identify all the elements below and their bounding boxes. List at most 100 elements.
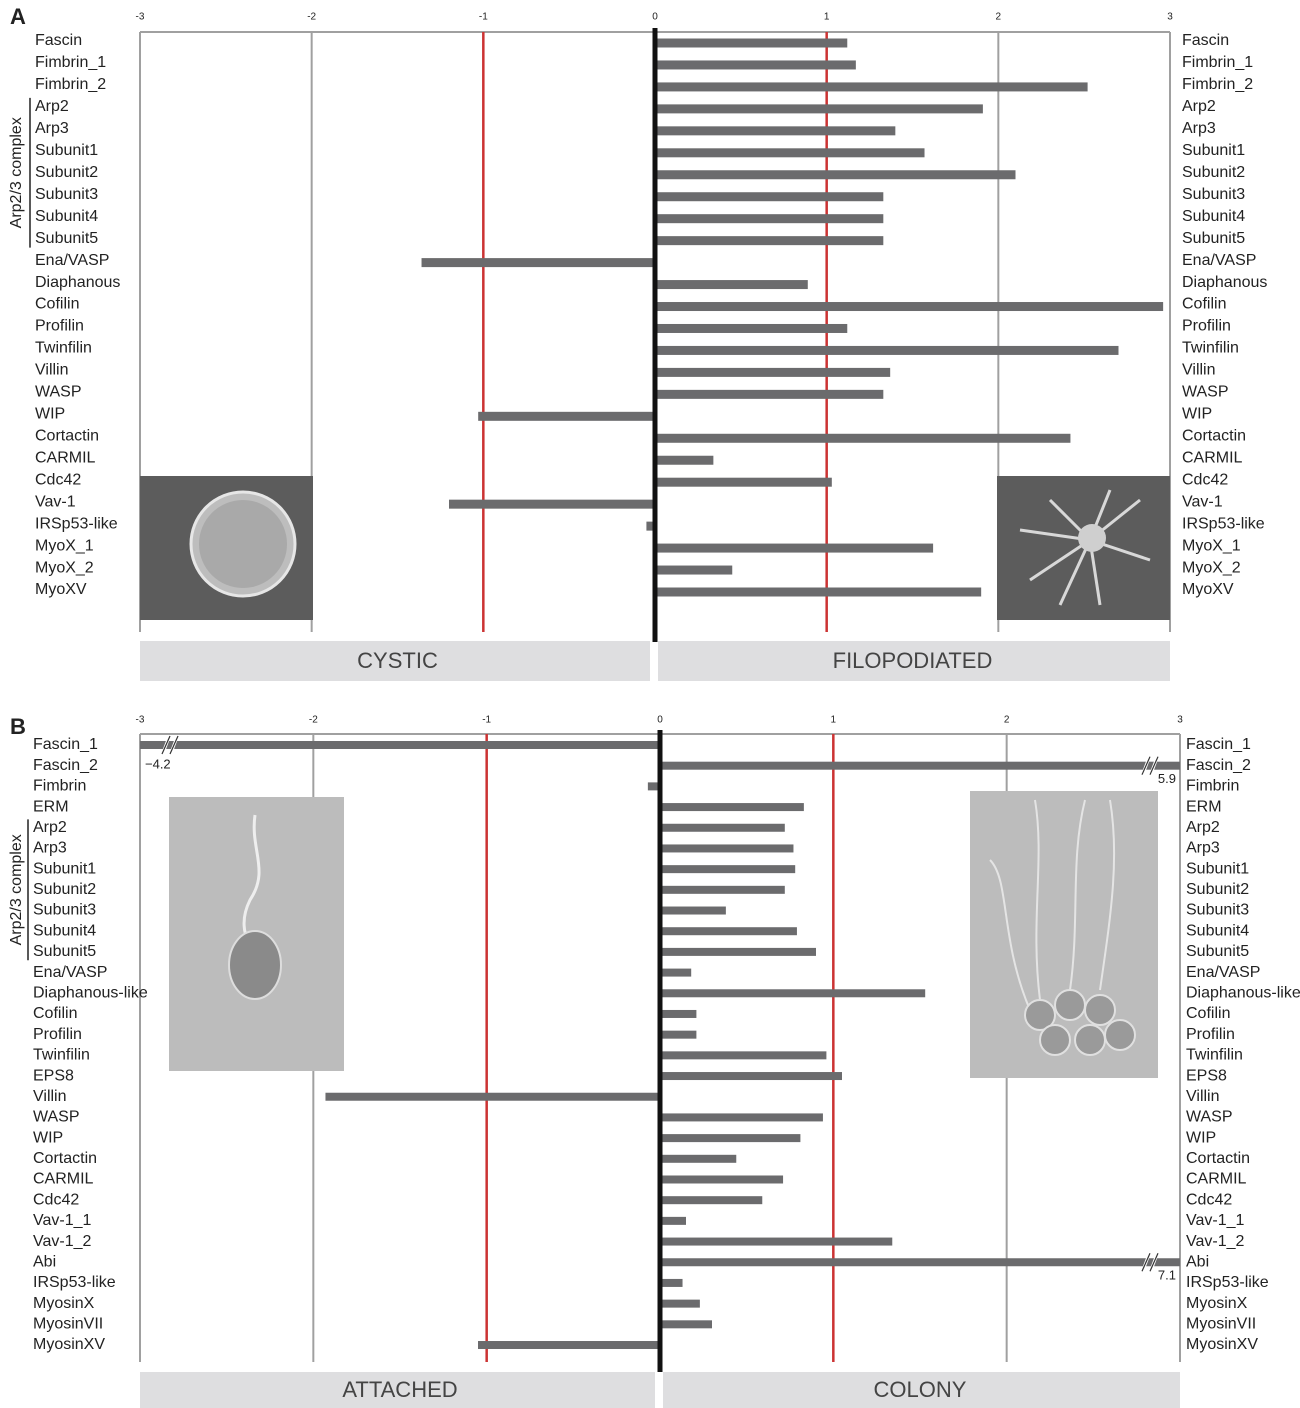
category-label: Vav-1_1 — [1186, 1212, 1245, 1229]
x-tick-label: 3 — [1177, 715, 1183, 726]
category-label: Arp3 — [1186, 840, 1220, 857]
category-label: Vav-1 — [1182, 493, 1223, 510]
bar — [660, 803, 804, 812]
bar — [660, 865, 796, 874]
category-label: Vav-1_1 — [33, 1212, 92, 1229]
x-tick-label: -1 — [479, 12, 488, 23]
category-label: Subunit5 — [35, 230, 98, 247]
group-label: Arp2/3 complex — [8, 117, 25, 228]
category-label: Cortactin — [1186, 1150, 1250, 1167]
category-label: Fascin_1 — [33, 736, 98, 753]
bar — [655, 236, 884, 246]
category-label: Cortactin — [35, 427, 99, 444]
category-label: MyosinVII — [33, 1316, 103, 1333]
category-label: Ena/VASP — [1182, 252, 1256, 269]
photo-colony — [970, 791, 1158, 1078]
category-label: IRSp53-like — [1182, 515, 1265, 532]
condition-label: FILOPODIATED — [833, 648, 993, 673]
x-tick-label: 3 — [1167, 12, 1173, 23]
bar — [646, 521, 655, 531]
category-label: Subunit3 — [1182, 186, 1245, 203]
category-label: Cdc42 — [1186, 1191, 1232, 1208]
condition-label: CYSTIC — [357, 648, 438, 673]
category-label: Subunit4 — [33, 922, 96, 939]
bar — [655, 38, 848, 48]
value-label: 7.1 — [1158, 1268, 1176, 1283]
bar — [655, 455, 714, 465]
bar — [655, 214, 884, 224]
x-tick-label: 1 — [831, 715, 837, 726]
category-label: Subunit3 — [1186, 902, 1249, 919]
bar — [647, 782, 660, 791]
condition-label: COLONY — [874, 1377, 967, 1402]
bar — [660, 1134, 801, 1143]
bar — [655, 302, 1164, 312]
category-label: Subunit3 — [35, 186, 98, 203]
category-label: Vav-1_2 — [33, 1233, 92, 1250]
category-label: MyosinXV — [1186, 1336, 1258, 1353]
bar — [478, 1341, 660, 1350]
category-label: Cortactin — [1182, 427, 1246, 444]
category-label: MyoX_2 — [35, 559, 94, 576]
condition-band — [663, 1372, 1180, 1408]
condition-label: ATTACHED — [342, 1377, 457, 1402]
photo-attached — [169, 797, 344, 1071]
category-label: Cofilin — [1186, 1005, 1230, 1022]
category-label: Subunit2 — [33, 881, 96, 898]
category-label: Fimbrin — [1186, 778, 1239, 795]
category-label: Twinfilin — [1182, 340, 1239, 357]
category-label: WIP — [35, 406, 65, 423]
bar — [655, 104, 983, 114]
category-label: Profilin — [33, 1026, 82, 1043]
category-label: Subunit4 — [1182, 208, 1245, 225]
group-label: Arp2/3 complex — [8, 834, 25, 945]
category-label: Diaphanous — [1182, 274, 1267, 291]
bar — [660, 761, 1180, 770]
bar — [660, 823, 785, 832]
bar — [660, 1320, 712, 1329]
condition-band — [140, 1372, 655, 1408]
category-label: Arp2 — [1186, 819, 1220, 836]
bar — [655, 280, 808, 290]
x-tick-label: 0 — [657, 715, 663, 726]
x-tick-label: 1 — [824, 12, 830, 23]
category-label: Fascin_1 — [1186, 736, 1251, 753]
bar — [655, 587, 982, 597]
category-label: Villin — [33, 1088, 67, 1105]
category-label: Arp2 — [35, 98, 69, 115]
category-label: MyosinX — [33, 1295, 95, 1312]
bar — [655, 323, 848, 333]
category-label: MyoX_1 — [35, 537, 94, 554]
bar — [660, 1051, 827, 1060]
category-label: Abi — [1186, 1253, 1209, 1270]
bar — [660, 1196, 763, 1205]
bar — [655, 148, 925, 158]
axis-break — [1141, 1253, 1151, 1272]
bar — [655, 60, 856, 70]
category-label: Fascin — [1182, 32, 1229, 49]
condition-band — [658, 641, 1170, 681]
axis-break — [1149, 1253, 1159, 1272]
category-label: Fimbrin — [33, 778, 86, 795]
bar — [655, 543, 934, 553]
category-label: Ena/VASP — [35, 252, 109, 269]
category-label: Subunit1 — [1182, 142, 1245, 159]
x-tick-label: -1 — [482, 715, 491, 726]
bar — [660, 1278, 683, 1287]
bar — [655, 367, 891, 377]
category-label: Twinfilin — [33, 1047, 90, 1064]
category-label: CARMIL — [33, 1171, 94, 1188]
category-label: Fascin — [35, 32, 82, 49]
category-label: Fimbrin_1 — [1182, 54, 1253, 71]
bar — [660, 1299, 700, 1308]
bar — [660, 1237, 893, 1246]
bar — [660, 989, 926, 998]
bar — [655, 389, 884, 399]
category-label: Cdc42 — [33, 1191, 79, 1208]
category-label: CARMIL — [1182, 449, 1243, 466]
category-label: Fascin_2 — [1186, 757, 1251, 774]
category-label: Cortactin — [33, 1150, 97, 1167]
category-label: Vav-1 — [35, 493, 76, 510]
bar — [660, 1113, 823, 1122]
bar — [655, 192, 884, 202]
